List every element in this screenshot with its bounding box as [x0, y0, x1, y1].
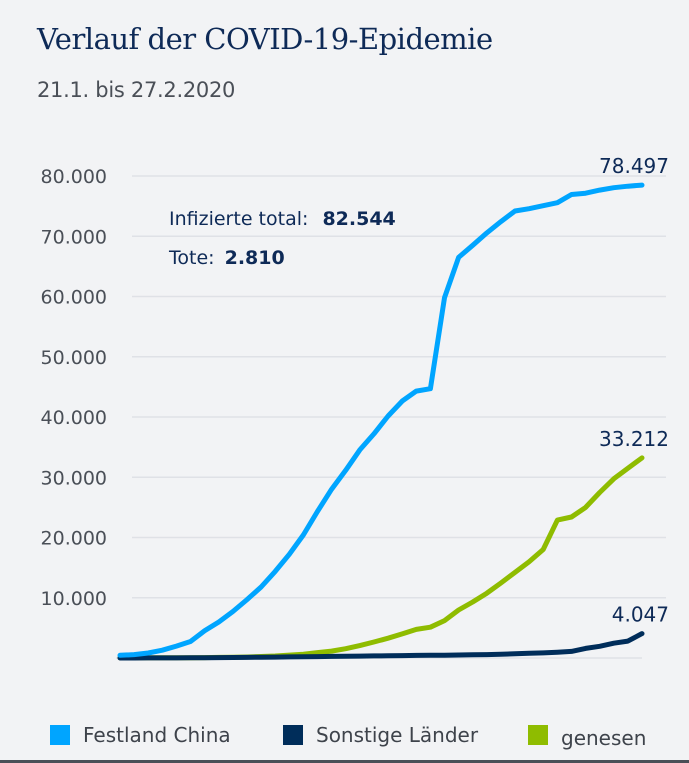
legend-label-sonstige-laender: Sonstige Länder: [316, 723, 479, 747]
series-lines: [117, 182, 645, 661]
deaths-annotation: Tote: 2.810: [168, 247, 285, 269]
gridlines: [132, 175, 666, 599]
legend-item-genesen[interactable]: genesen: [528, 723, 647, 750]
series-line-sonstige-l-nder: [117, 631, 645, 661]
chart-subtitle: 21.1. bis 27.2.2020: [37, 78, 236, 102]
y-tick-label: 20.000: [41, 528, 107, 550]
end-label: 78.497: [599, 154, 669, 178]
line-chart: 10.000 20.000 30.000 40.000 50.000 60.000 70.0…: [41, 154, 669, 661]
chart-title: Verlauf der COVID-19-Epidemie: [37, 22, 493, 56]
legend-swatch-genesen: [528, 725, 548, 745]
series-line-genesen: [117, 455, 645, 661]
y-tick-label: 10.000: [41, 588, 107, 610]
legend-item-festland-china[interactable]: Festland China: [50, 723, 231, 747]
legend: Festland China Sonstige Länder genesen: [0, 720, 689, 760]
infected-annotation: Infizierte total: 82.544: [169, 208, 396, 230]
y-tick-label: 80.000: [41, 166, 107, 188]
end-label: 4.047: [612, 603, 669, 627]
y-tick-label: 70.000: [41, 226, 107, 248]
y-tick-label: 30.000: [41, 467, 107, 489]
legend-item-sonstige-laender[interactable]: Sonstige Länder: [283, 723, 478, 747]
end-label: 33.212: [599, 427, 669, 451]
deaths-label: Tote:: [168, 247, 215, 269]
infected-label: Infizierte total:: [169, 208, 308, 230]
y-tick-label: 60.000: [41, 287, 107, 309]
y-tick-label: 40.000: [41, 407, 107, 429]
infected-value: 82.544: [322, 208, 395, 230]
y-tick-label: 50.000: [41, 347, 107, 369]
deaths-value: 2.810: [225, 247, 285, 269]
y-axis-ticks: 10.000 20.000 30.000 40.000 50.000 60.000 70.0…: [41, 166, 107, 610]
legend-label-genesen: genesen: [561, 726, 647, 750]
legend-label-festland-china: Festland China: [83, 723, 231, 747]
series-line-festland-china: [117, 182, 645, 658]
legend-swatch-festland-china: [50, 725, 70, 745]
legend-swatch-sonstige-laender: [283, 725, 303, 745]
end-labels: 33.212 4.047 78.497: [599, 154, 669, 627]
bottom-border: [0, 760, 689, 763]
